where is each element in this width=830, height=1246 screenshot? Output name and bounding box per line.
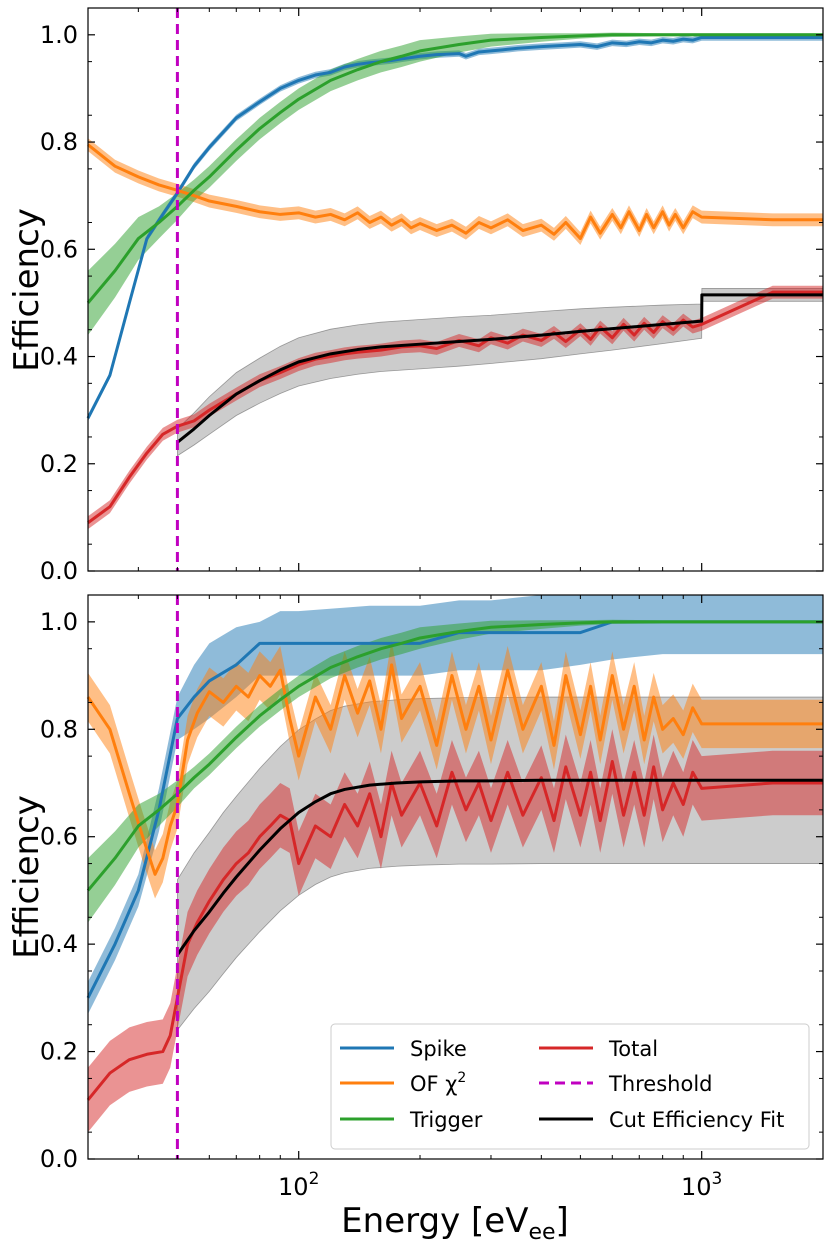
y-tick-label: 0.6 [40, 235, 78, 263]
x-tick-label: 103 [681, 1169, 722, 1201]
top-axes-frame [87, 7, 824, 572]
y-tick-label: 0.6 [40, 823, 78, 851]
y-tick-label: 0.4 [40, 930, 78, 958]
top-bands [88, 32, 824, 530]
legend-entry-total: Total [539, 1037, 658, 1061]
y-tick-label: 1.0 [40, 21, 78, 49]
top-lines [86, 33, 823, 524]
legend-entry-spike: Spike [340, 1037, 467, 1061]
bottom-total-band [88, 729, 823, 1133]
x-axis-label-sub: ee [528, 1220, 555, 1245]
legend-entry-of: OF χ2 [340, 1070, 466, 1096]
y-tick-label: 0.0 [40, 557, 78, 585]
top-spike-line [86, 35, 823, 419]
legend-label-threshold: Threshold [608, 1072, 713, 1096]
bottom-spike-band [88, 595, 823, 1014]
legend-entry-trigger: Trigger [340, 1108, 483, 1132]
legend-frame [330, 1023, 810, 1150]
x-axis-label-main: Energy [eV [341, 1201, 528, 1241]
y-tick-label: 0.2 [40, 1038, 78, 1066]
y-tick-label: 1.0 [40, 608, 78, 636]
top-fit-line [176, 293, 823, 444]
bottom-of-line [86, 663, 823, 876]
top-of-band [88, 138, 823, 245]
legend-entries: Spike OF χ2 Trigger Total Threshold Cut Effic… [340, 1037, 784, 1132]
x-tick-label: 102 [278, 1169, 319, 1201]
bottom-fit-line [176, 778, 823, 956]
legend-label-total: Total [608, 1037, 658, 1061]
top-y-axis-label: Efficiency [7, 208, 47, 372]
top-of-line [87, 143, 823, 241]
bottom-y-axis-label: Efficiency [7, 795, 47, 959]
top-ticks: 0.0 0.2 0.4 0.6 0.8 1.0 [40, 7, 824, 585]
top-trigger-line [86, 33, 823, 304]
top-panel: 0.0 0.2 0.4 0.6 0.8 1.0 Efficiency [7, 7, 824, 585]
legend-entry-threshold: Threshold [539, 1072, 713, 1096]
y-tick-label: 0.8 [40, 715, 78, 743]
y-tick-label: 0.2 [40, 450, 78, 478]
bottom-total-line [86, 760, 823, 1101]
legend: Spike OF χ2 Trigger Total Threshold Cut Effic… [330, 1023, 810, 1150]
legend-label-of: OF χ2 [410, 1070, 466, 1096]
bottom-axes-frame [87, 594, 824, 1160]
bottom-ticks: 0.0 0.2 0.4 0.6 0.8 1.0 102 103 [40, 594, 824, 1201]
y-tick-label: 0.4 [40, 343, 78, 371]
legend-label-fit: Cut Efficiency Fit [609, 1108, 784, 1132]
x-axis-label: Energy [eVee] [341, 1201, 569, 1245]
y-tick-label: 0.0 [40, 1145, 78, 1173]
top-total-line [87, 290, 823, 524]
legend-label-spike: Spike [410, 1037, 467, 1061]
x-axis-label-close: ] [556, 1201, 569, 1241]
legend-label-trigger: Trigger [409, 1108, 483, 1132]
bottom-panel: 0.0 0.2 0.4 0.6 0.8 1.0 102 103 Efficiency Ener… [7, 594, 824, 1245]
legend-entry-fit: Cut Efficiency Fit [539, 1108, 784, 1132]
y-tick-label: 0.8 [40, 128, 78, 156]
